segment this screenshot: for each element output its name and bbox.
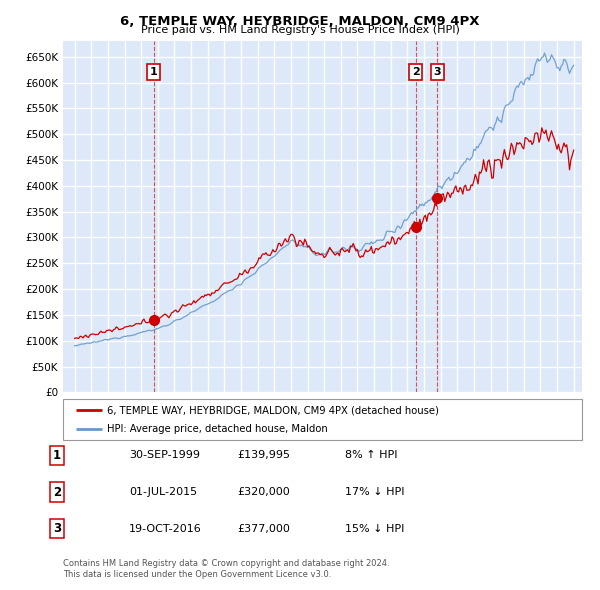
Text: 3: 3 bbox=[53, 522, 61, 535]
Text: HPI: Average price, detached house, Maldon: HPI: Average price, detached house, Mald… bbox=[107, 424, 328, 434]
Text: 30-SEP-1999: 30-SEP-1999 bbox=[129, 451, 200, 460]
Text: Price paid vs. HM Land Registry's House Price Index (HPI): Price paid vs. HM Land Registry's House … bbox=[140, 25, 460, 35]
Text: 6, TEMPLE WAY, HEYBRIDGE, MALDON, CM9 4PX: 6, TEMPLE WAY, HEYBRIDGE, MALDON, CM9 4P… bbox=[120, 15, 480, 28]
Text: 2: 2 bbox=[412, 67, 419, 77]
Text: £377,000: £377,000 bbox=[237, 524, 290, 533]
Text: This data is licensed under the Open Government Licence v3.0.: This data is licensed under the Open Gov… bbox=[63, 571, 331, 579]
Text: 2: 2 bbox=[53, 486, 61, 499]
Text: 19-OCT-2016: 19-OCT-2016 bbox=[129, 524, 202, 533]
Text: 6, TEMPLE WAY, HEYBRIDGE, MALDON, CM9 4PX (detached house): 6, TEMPLE WAY, HEYBRIDGE, MALDON, CM9 4P… bbox=[107, 405, 439, 415]
Text: 17% ↓ HPI: 17% ↓ HPI bbox=[345, 487, 404, 497]
Text: 3: 3 bbox=[433, 67, 441, 77]
Text: 15% ↓ HPI: 15% ↓ HPI bbox=[345, 524, 404, 533]
Text: Contains HM Land Registry data © Crown copyright and database right 2024.: Contains HM Land Registry data © Crown c… bbox=[63, 559, 389, 568]
Text: 01-JUL-2015: 01-JUL-2015 bbox=[129, 487, 197, 497]
Text: 1: 1 bbox=[53, 449, 61, 462]
Text: 8% ↑ HPI: 8% ↑ HPI bbox=[345, 451, 398, 460]
Text: £320,000: £320,000 bbox=[237, 487, 290, 497]
Text: 1: 1 bbox=[150, 67, 158, 77]
Text: £139,995: £139,995 bbox=[237, 451, 290, 460]
